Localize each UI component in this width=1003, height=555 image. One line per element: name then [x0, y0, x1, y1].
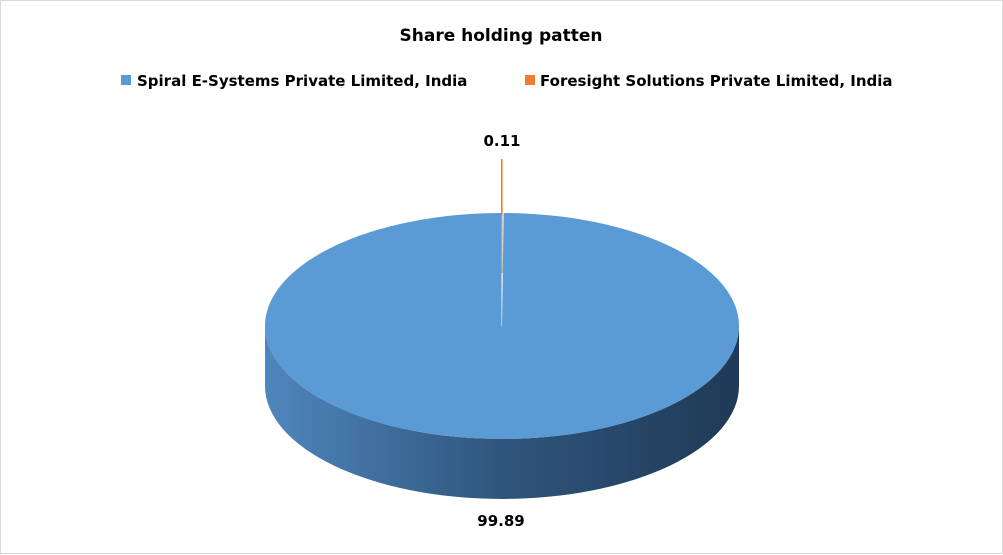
legend-label-1: Foresight Solutions Private Limited, Ind…: [540, 72, 893, 90]
legend-swatch-0: [121, 75, 131, 85]
slice-side-0: [265, 326, 739, 499]
legend-label-0: Spiral E-Systems Private Limited, India: [137, 72, 467, 90]
legend: Spiral E-Systems Private Limited, India …: [121, 72, 893, 90]
data-label-0: 99.89: [477, 512, 524, 530]
data-label-1: 0.11: [483, 132, 520, 150]
slice-1: [501, 159, 503, 216]
legend-swatch-1: [525, 75, 535, 85]
chart-title: Share holding patten: [400, 26, 603, 46]
